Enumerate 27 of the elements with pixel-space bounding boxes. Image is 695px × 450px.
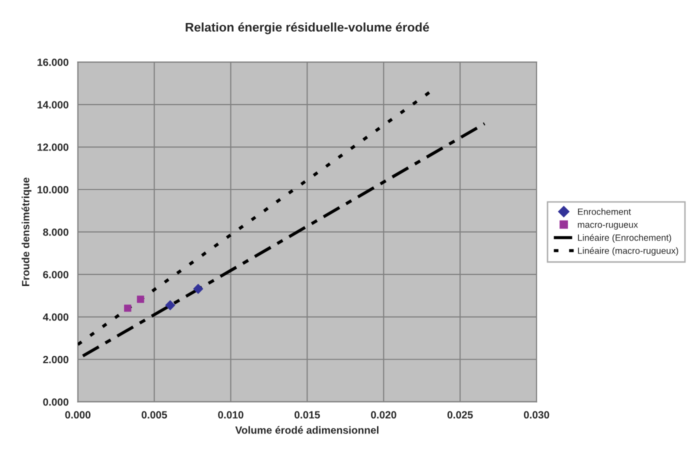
x-tick-label: 0.020 (371, 411, 396, 419)
legend-label: Enrochement (578, 208, 631, 215)
point (165, 300, 176, 310)
y-tick-label: 12.000 (38, 144, 68, 151)
y-axis-title: Froude densimétrique (22, 178, 32, 286)
point (193, 284, 204, 294)
y-tick-label: 14.000 (38, 101, 68, 108)
legend-label: Linéaire (Enrochement) (578, 234, 672, 243)
y-tick-label: 10.000 (38, 186, 68, 194)
point (124, 304, 132, 312)
legend-label: Linéaire (macro-rugueux) (578, 247, 678, 256)
x-tick-label: 0.025 (447, 411, 473, 419)
y-tick-label: 4.000 (42, 313, 68, 321)
y-tick-label: 0.000 (43, 398, 68, 406)
x-tick-label: 0.030 (524, 411, 550, 419)
y-tick-label: 6.000 (43, 270, 68, 278)
y-tick-label: 16.000 (38, 58, 68, 66)
x-axis-title: Volume érodé adimensionnel (235, 426, 378, 434)
x-tick-label: 0.005 (142, 411, 168, 419)
x-tick-label: 0.010 (218, 411, 244, 419)
legend-label: macro-rugueux (578, 222, 638, 230)
y-tick-label: 2.000 (43, 356, 68, 364)
chart-title: Relation énergie résiduelle-volume érodé (186, 22, 430, 34)
x-tick-label: 0.000 (65, 411, 90, 419)
x-tick-label: 0.015 (294, 411, 320, 419)
y-tick-label: 8.000 (43, 228, 68, 236)
point (136, 296, 144, 303)
